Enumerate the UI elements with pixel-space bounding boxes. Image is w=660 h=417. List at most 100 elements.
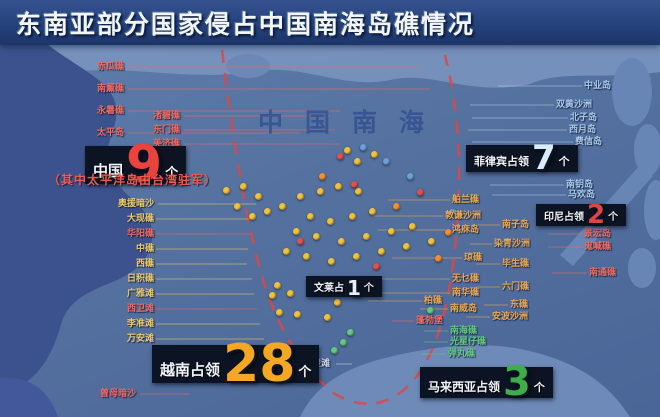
island-label: 东礁	[510, 300, 529, 310]
vietnam-count-badge: 越南占领 28 个	[152, 334, 320, 394]
malaysia-count-badge: 马来西亚占领 3 个	[420, 359, 553, 405]
island-marker-dot	[283, 248, 290, 255]
island-label: 无乜礁	[452, 274, 480, 284]
page-title: 东南亚部分国家侵占中国南海岛礁情况	[16, 9, 476, 39]
island-label: 马欢岛	[568, 190, 596, 200]
island-label: 景宏岛	[584, 229, 612, 239]
island-label: 鸿庥岛	[452, 225, 480, 235]
country-name: 越南占领	[160, 361, 221, 380]
count-number: 1	[347, 275, 361, 300]
count-unit: 个	[608, 212, 619, 224]
island-marker-dot	[276, 309, 283, 316]
philippine-island	[644, 180, 660, 240]
island-label: 弹丸礁	[448, 349, 476, 359]
island-label: 日积礁	[127, 274, 155, 284]
island-marker-dot	[360, 144, 367, 151]
island-label: 南海礁	[450, 326, 478, 336]
china-note: （其中太平洋岛由台湾驻军）	[48, 173, 218, 187]
island-marker-dot	[378, 248, 385, 255]
island-label: 华阳礁	[127, 229, 155, 239]
island-marker-dot	[349, 213, 356, 220]
brunei-count-badge: 文莱占 1 个	[306, 275, 382, 300]
island-marker-dot	[293, 228, 300, 235]
island-marker-dot	[334, 299, 341, 306]
philippine-island	[634, 124, 660, 176]
island-label: 广雅滩	[127, 289, 155, 299]
island-marker-dot	[335, 183, 342, 190]
island-marker-dot	[403, 243, 410, 250]
island-marker-dot	[351, 181, 358, 188]
count-number: 28	[223, 334, 296, 394]
island-marker-dot	[445, 229, 452, 236]
island-label: 赤瓜礁	[97, 62, 125, 72]
island-label: 西礁	[136, 259, 155, 269]
island-label: 舶兰礁	[452, 195, 480, 205]
island-marker-dot	[355, 188, 362, 195]
island-marker-dot	[383, 158, 390, 165]
island-label: 西卫滩	[127, 304, 155, 314]
island-label: 敦谦沙洲	[445, 211, 482, 221]
island-label: 柏礁	[424, 296, 443, 306]
philippines-count-badge: 菲律宾占领 7 个	[466, 138, 578, 178]
island-marker-dot	[347, 329, 354, 336]
count-number: 2	[587, 200, 606, 230]
island-label: 西月岛	[569, 125, 597, 135]
island-label: 大现礁	[127, 214, 155, 224]
island-marker-dot	[338, 238, 345, 245]
island-marker-dot	[297, 238, 304, 245]
island-label: 毕生礁	[502, 259, 530, 269]
island-marker-dot	[324, 314, 331, 321]
island-marker-dot	[240, 183, 247, 190]
hainan-island	[226, 54, 270, 78]
count-number: 3	[503, 359, 531, 405]
island-label: 南薰礁	[97, 84, 125, 94]
island-marker-dot	[303, 253, 310, 260]
island-label: 曾母暗沙	[100, 389, 137, 399]
island-marker-dot	[234, 203, 241, 210]
island-marker-dot	[337, 153, 344, 160]
island-marker-dot	[274, 282, 281, 289]
island-marker-dot	[264, 208, 271, 215]
indonesia-count-badge: 印尼占领 2 个	[536, 200, 627, 230]
island-marker-dot	[317, 188, 324, 195]
island-label: 琼礁	[464, 253, 483, 263]
island-label: 太平岛	[97, 128, 125, 138]
island-label: 南通礁	[589, 268, 617, 278]
island-label: 南华礁	[452, 288, 480, 298]
island-label: 万安滩	[127, 334, 155, 344]
country-name: 菲律宾占领	[474, 155, 529, 169]
island-label: 中礁	[136, 244, 155, 254]
country-name: 中国	[93, 162, 124, 181]
island-marker-dot	[223, 187, 230, 194]
island-label: 李准滩	[127, 319, 155, 329]
country-name: 文莱占	[314, 283, 344, 294]
count-unit: 个	[363, 283, 374, 294]
island-marker-dot	[449, 209, 456, 216]
china-count-badge: 中国 9 个	[85, 139, 187, 191]
island-label: 双黄沙洲	[556, 100, 593, 110]
indochina-landmass	[0, 45, 153, 392]
island-label: 光星仔礁	[450, 337, 487, 347]
title-bar: 东南亚部分国家侵占中国南海岛礁情况	[0, 0, 660, 45]
count-number: 7	[532, 138, 556, 178]
philippine-island	[628, 248, 656, 288]
island-label: 南威岛	[450, 304, 478, 314]
island-marker-dot	[428, 238, 435, 245]
island-label: 渚碧礁	[153, 111, 181, 121]
island-label: 南子岛	[502, 220, 530, 230]
island-marker-dot	[249, 213, 256, 220]
island-label: 美济礁	[153, 139, 181, 149]
island-marker-dot	[328, 258, 335, 265]
island-label: 东门礁	[153, 125, 181, 135]
island-marker-dot	[313, 233, 320, 240]
island-marker-dot	[363, 233, 370, 240]
island-marker-dot	[344, 147, 351, 154]
island-marker-dot	[331, 347, 338, 354]
island-label: 鬼喊礁	[584, 242, 612, 252]
count-unit: 个	[165, 166, 179, 182]
sea-name-watermark: 中国南海	[258, 108, 447, 137]
island-marker-dot	[373, 263, 380, 270]
island-label: 中业岛	[584, 81, 612, 91]
island-label: 安波沙洲	[492, 312, 529, 322]
